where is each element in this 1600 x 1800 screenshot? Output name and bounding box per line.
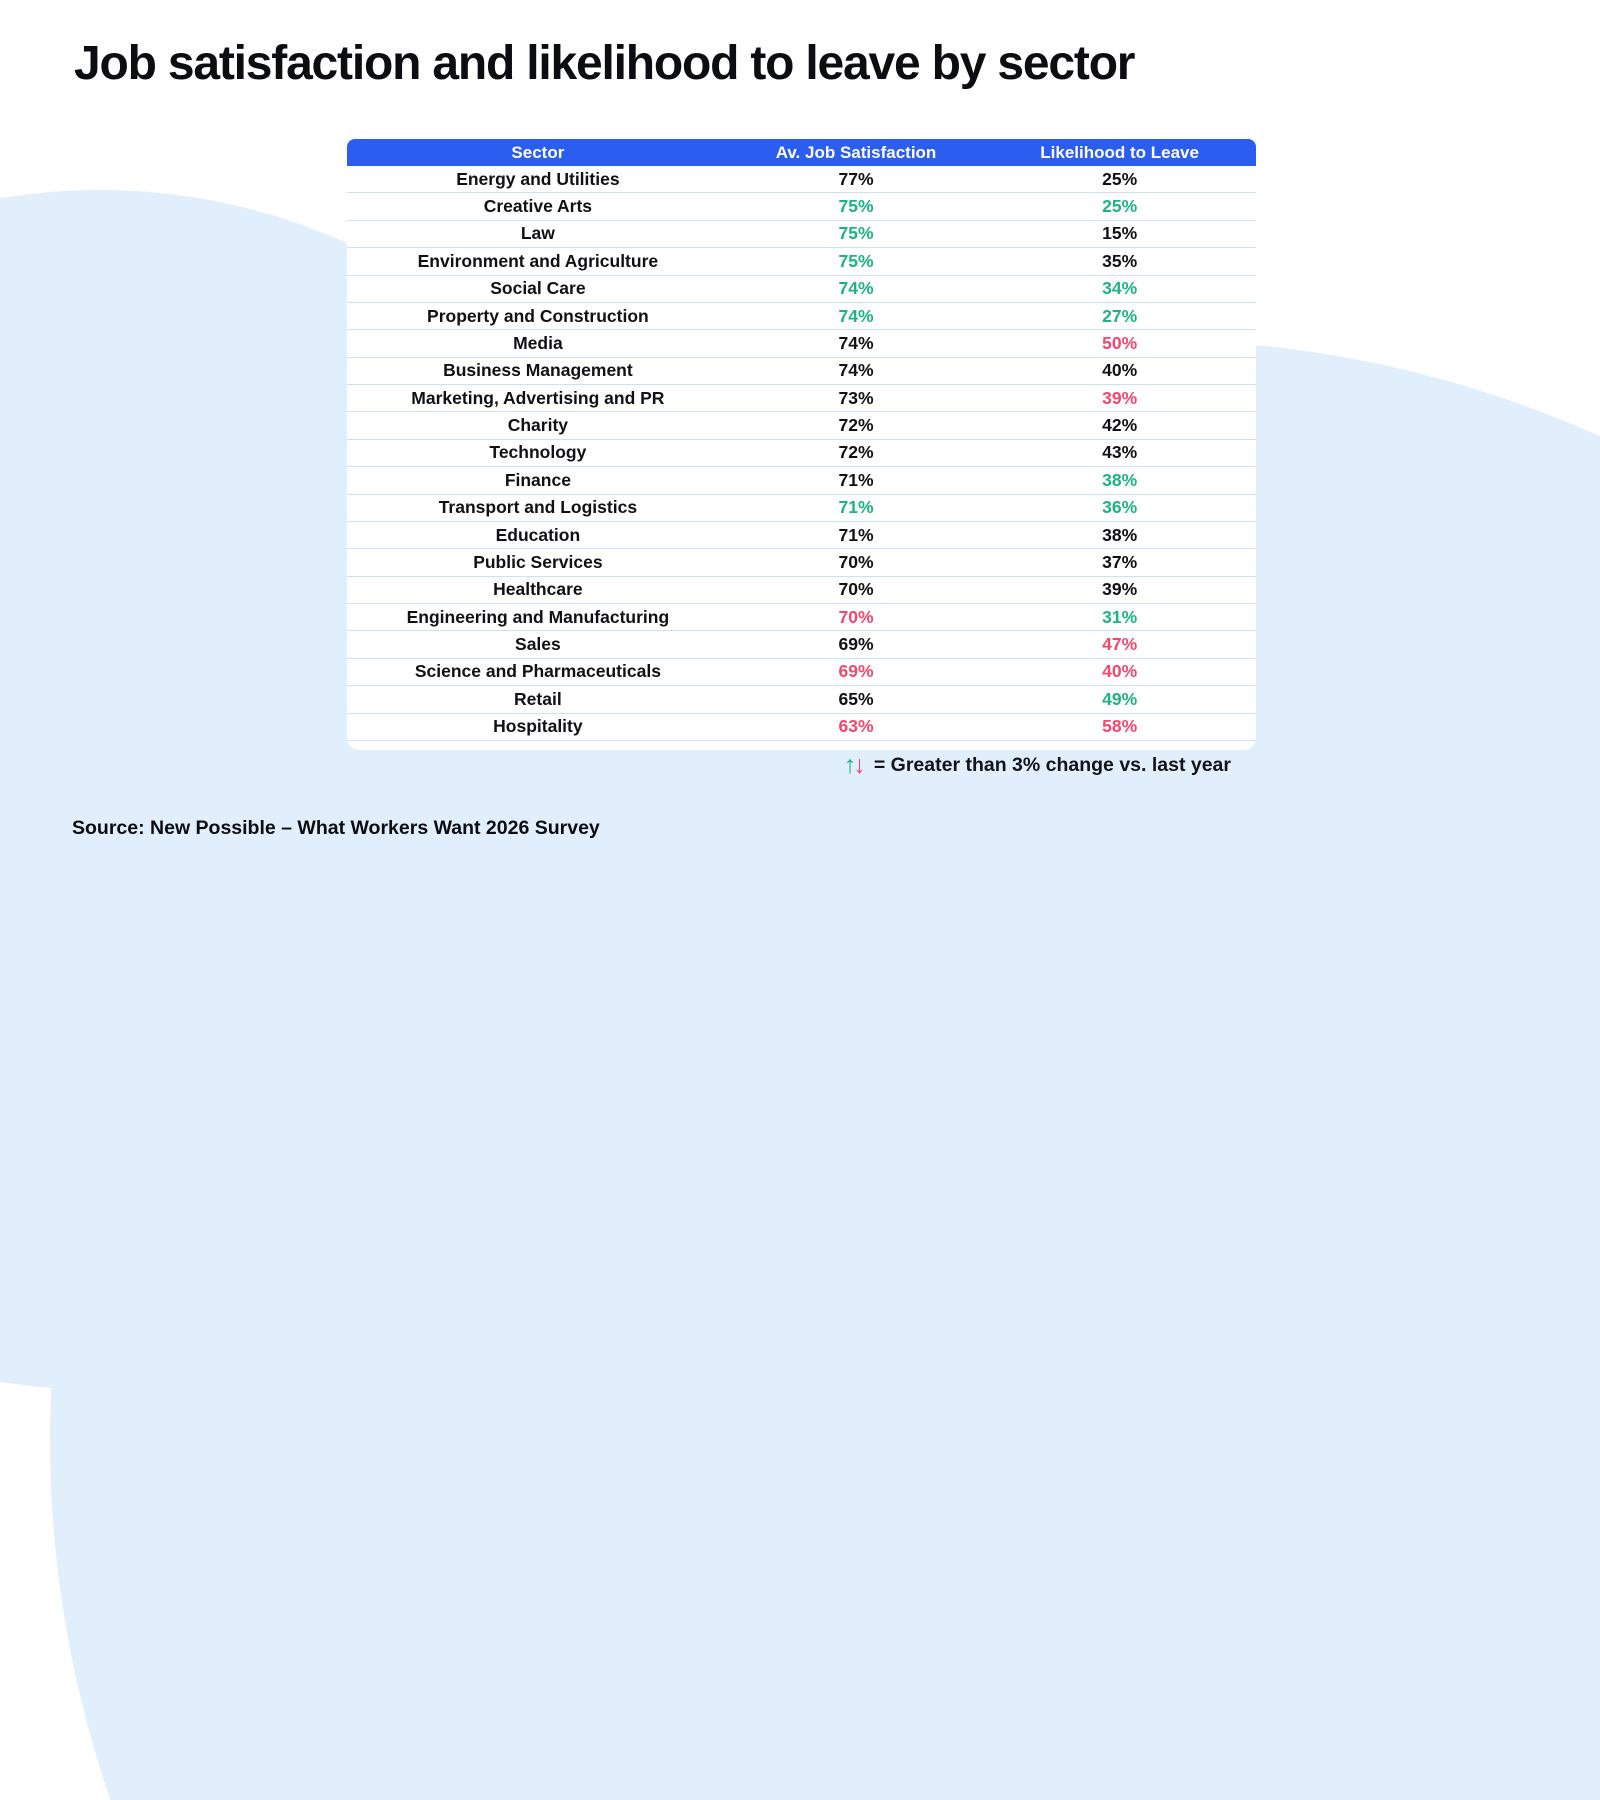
cell-sector: Energy and Utilities: [456, 168, 620, 189]
cell-leave: 47%: [1102, 634, 1138, 655]
legend: ↑ ↓ = Greater than 3% change vs. last ye…: [844, 753, 1231, 778]
cell-sector: Public Services: [473, 551, 603, 572]
table-header-row: Sector Av. Job Satisfaction Likelihood t…: [347, 139, 1256, 166]
cell-satisfaction: 69%: [838, 661, 874, 682]
cell-leave: 39%: [1102, 579, 1138, 600]
cell-satisfaction: 63%: [838, 716, 874, 737]
cell-satisfaction: 75%: [838, 196, 874, 217]
cell-satisfaction: 71%: [838, 469, 874, 490]
cell-leave: 38%: [1102, 524, 1138, 545]
table-row: Transport and Logistics 71% 36%: [347, 493, 1256, 521]
column-header-sector: Sector: [511, 142, 565, 162]
table-row: Energy and Utilities 77% 25%: [347, 166, 1256, 192]
table-row: Marketing, Advertising and PR 73% 39%: [347, 384, 1256, 411]
cell-leave: 49%: [1102, 688, 1138, 709]
cell-satisfaction: 74%: [838, 305, 874, 326]
cell-sector: Education: [495, 524, 581, 545]
cell-sector: Media: [513, 332, 563, 353]
cell-sector: Business Management: [443, 360, 633, 381]
cell-sector: Transport and Logistics: [438, 497, 638, 518]
cell-satisfaction: 74%: [838, 278, 874, 299]
table-row: Public Services 70% 37%: [347, 548, 1256, 575]
cell-leave: 58%: [1102, 716, 1138, 737]
cell-satisfaction: 72%: [838, 442, 874, 463]
arrow-up-icon: ↑: [843, 751, 857, 779]
table-row: Retail 65% 49%: [347, 685, 1256, 712]
cell-sector: Engineering and Manufacturing: [406, 606, 670, 627]
cell-leave: 25%: [1102, 196, 1138, 217]
table-row: Charity 72% 42%: [347, 411, 1256, 438]
table-row: Creative Arts 75% 25%: [347, 192, 1256, 219]
cell-sector: Charity: [507, 415, 569, 436]
table-row: Law 75% 15%: [347, 219, 1256, 247]
cell-leave: 31%: [1102, 606, 1138, 627]
cell-sector: Creative Arts: [483, 196, 593, 217]
table-row: Engineering and Manufacturing 70% 31%: [347, 603, 1256, 630]
cell-satisfaction: 69%: [838, 634, 874, 655]
table-row: Hospitality 63% 58%: [347, 712, 1256, 740]
table-row: Technology 72% 43%: [347, 438, 1256, 466]
arrow-down-icon: ↓: [853, 751, 866, 779]
table-row: Property and Construction 74% 27%: [347, 301, 1256, 329]
cell-satisfaction: 74%: [838, 332, 874, 353]
cell-satisfaction: 77%: [838, 168, 874, 189]
cell-sector: Healthcare: [493, 579, 583, 600]
cell-satisfaction: 70%: [838, 551, 874, 572]
cell-sector: Technology: [489, 442, 587, 463]
table-row: Finance 71% 38%: [347, 466, 1256, 493]
cell-sector: Hospitality: [493, 716, 583, 737]
table-row: Sales 69% 47%: [347, 630, 1256, 657]
table-row: Healthcare 70% 39%: [347, 575, 1256, 603]
cell-satisfaction: 71%: [838, 497, 874, 518]
cell-satisfaction: 72%: [838, 415, 874, 436]
cell-leave: 35%: [1102, 250, 1138, 271]
cell-sector: Social Care: [490, 278, 586, 299]
cell-leave: 50%: [1102, 332, 1138, 353]
cell-satisfaction: 74%: [838, 360, 874, 381]
column-header-satisfaction: Av. Job Satisfaction: [775, 142, 937, 162]
table-row: Education 71% 38%: [347, 520, 1256, 548]
cell-sector: Science and Pharmaceuticals: [414, 661, 661, 682]
cell-satisfaction: 70%: [838, 579, 874, 600]
table-row: Science and Pharmaceuticals 69% 40%: [347, 657, 1256, 685]
cell-leave: 38%: [1102, 469, 1138, 490]
cell-leave: 37%: [1102, 551, 1138, 572]
cell-satisfaction: 70%: [838, 606, 874, 627]
cell-satisfaction: 75%: [838, 223, 874, 244]
table-row: Social Care 74% 34%: [347, 274, 1256, 302]
cell-leave: 40%: [1102, 360, 1138, 381]
cell-sector: Environment and Agriculture: [417, 250, 659, 271]
cell-leave: 40%: [1102, 661, 1138, 682]
cell-satisfaction: 65%: [838, 688, 874, 709]
table-body: Energy and Utilities 77% 25% Creative Ar…: [347, 166, 1256, 741]
cell-satisfaction: 73%: [838, 387, 874, 408]
column-header-leave: Likelihood to Leave: [1040, 142, 1199, 162]
table-card: Sector Av. Job Satisfaction Likelihood t…: [347, 139, 1256, 750]
cell-leave: 43%: [1102, 442, 1138, 463]
source-note: Source: New Possible – What Workers Want…: [72, 817, 600, 839]
cell-leave: 34%: [1102, 278, 1138, 299]
table-row: Media 74% 50%: [347, 329, 1256, 356]
cell-leave: 39%: [1102, 387, 1138, 408]
cell-leave: 36%: [1102, 497, 1138, 518]
cell-leave: 15%: [1102, 223, 1138, 244]
cell-sector: Sales: [515, 634, 561, 655]
cell-sector: Retail: [514, 688, 562, 709]
table-row: Environment and Agriculture 75% 35%: [347, 247, 1256, 274]
cell-leave: 42%: [1102, 415, 1138, 436]
cell-sector: Property and Construction: [427, 305, 649, 326]
page-title: Job satisfaction and likelihood to leave…: [74, 37, 1135, 90]
cell-sector: Law: [520, 223, 555, 244]
cell-leave: 27%: [1102, 305, 1138, 326]
table-row: Business Management 74% 40%: [347, 356, 1256, 384]
cell-satisfaction: 71%: [838, 524, 874, 545]
cell-leave: 25%: [1102, 168, 1138, 189]
legend-text: = Greater than 3% change vs. last year: [873, 754, 1231, 776]
cell-sector: Marketing, Advertising and PR: [411, 387, 665, 408]
cell-satisfaction: 75%: [838, 250, 874, 271]
cell-sector: Finance: [504, 469, 571, 490]
